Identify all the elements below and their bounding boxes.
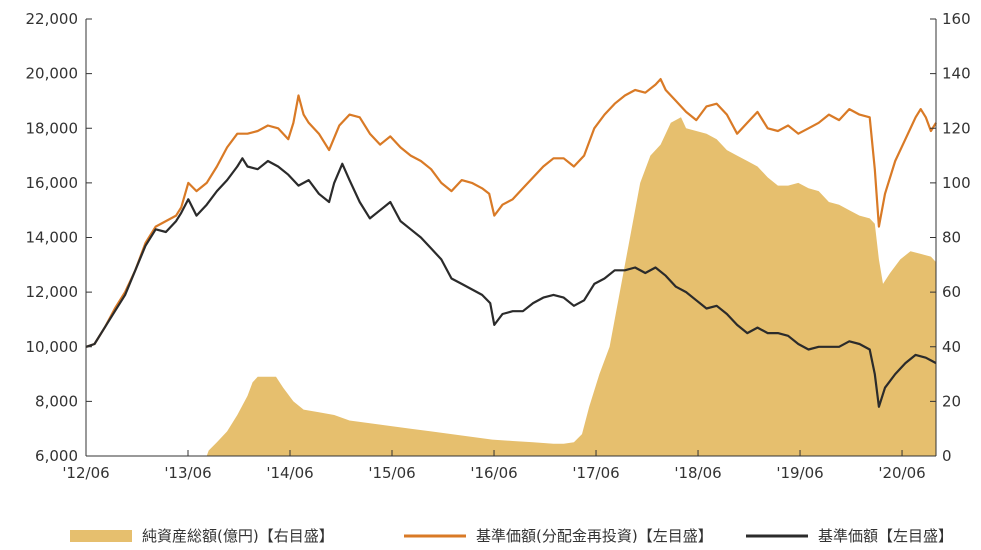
right-axis-tick-label: 0 — [942, 447, 952, 465]
left-axis-tick-label: 10,000 — [26, 338, 79, 356]
legend-label: 純資産総額(億円)【右目盛】 — [142, 527, 334, 545]
left-axis-tick-label: 18,000 — [26, 119, 79, 137]
legend-item: 基準価額【左目盛】 — [746, 527, 953, 545]
x-axis-tick-label: '14/06 — [266, 464, 313, 482]
left-axis-tick-label: 22,000 — [26, 10, 79, 28]
left-axis-tick-label: 14,000 — [26, 229, 79, 247]
x-axis-tick-label: '20/06 — [878, 464, 925, 482]
x-axis-tick-label: '18/06 — [674, 464, 721, 482]
x-axis-tick-label: '16/06 — [470, 464, 517, 482]
series-area-net-assets — [206, 117, 936, 457]
right-axis-tick-label: 40 — [942, 338, 961, 356]
right-axis-tick-label: 80 — [942, 229, 961, 247]
left-axis-tick-label: 8,000 — [35, 392, 78, 410]
left-axis-tick-label: 12,000 — [26, 283, 79, 301]
legend-item: 基準価額(分配金再投資)【左目盛】 — [404, 527, 713, 545]
right-axis-tick-label: 120 — [942, 119, 971, 137]
right-axis-tick-label: 60 — [942, 283, 961, 301]
x-axis-tick-label: '17/06 — [572, 464, 619, 482]
right-axis-tick-label: 140 — [942, 65, 971, 83]
series-line-nav — [85, 157, 937, 408]
x-axis-tick-label: '12/06 — [62, 464, 109, 482]
x-axis-tick-label: '15/06 — [368, 464, 415, 482]
right-axis-tick-label: 160 — [942, 10, 971, 28]
right-axis-tick-label: 20 — [942, 392, 961, 410]
x-axis-tick-label: '13/06 — [164, 464, 211, 482]
legend-item: 純資産総額(億円)【右目盛】 — [70, 527, 334, 545]
axes: 6,000 8,000 10,000 12,000 14,000 16,000 18,000… — [26, 10, 971, 482]
left-axis-tick-label: 20,000 — [26, 65, 79, 83]
x-axis-tick-label: '19/06 — [776, 464, 823, 482]
legend-swatch-area — [70, 530, 132, 542]
left-axis-tick-label: 6,000 — [35, 447, 78, 465]
series-line-nav-reinvested — [85, 78, 937, 348]
right-axis-tick-label: 100 — [942, 174, 971, 192]
legend: 純資産総額(億円)【右目盛】 基準価額(分配金再投資)【左目盛】 基準価額【左目盛】 — [70, 527, 953, 545]
legend-label: 基準価額【左目盛】 — [818, 527, 953, 545]
legend-label: 基準価額(分配金再投資)【左目盛】 — [476, 527, 713, 545]
plot-area — [85, 78, 937, 457]
left-axis-tick-label: 16,000 — [26, 174, 79, 192]
